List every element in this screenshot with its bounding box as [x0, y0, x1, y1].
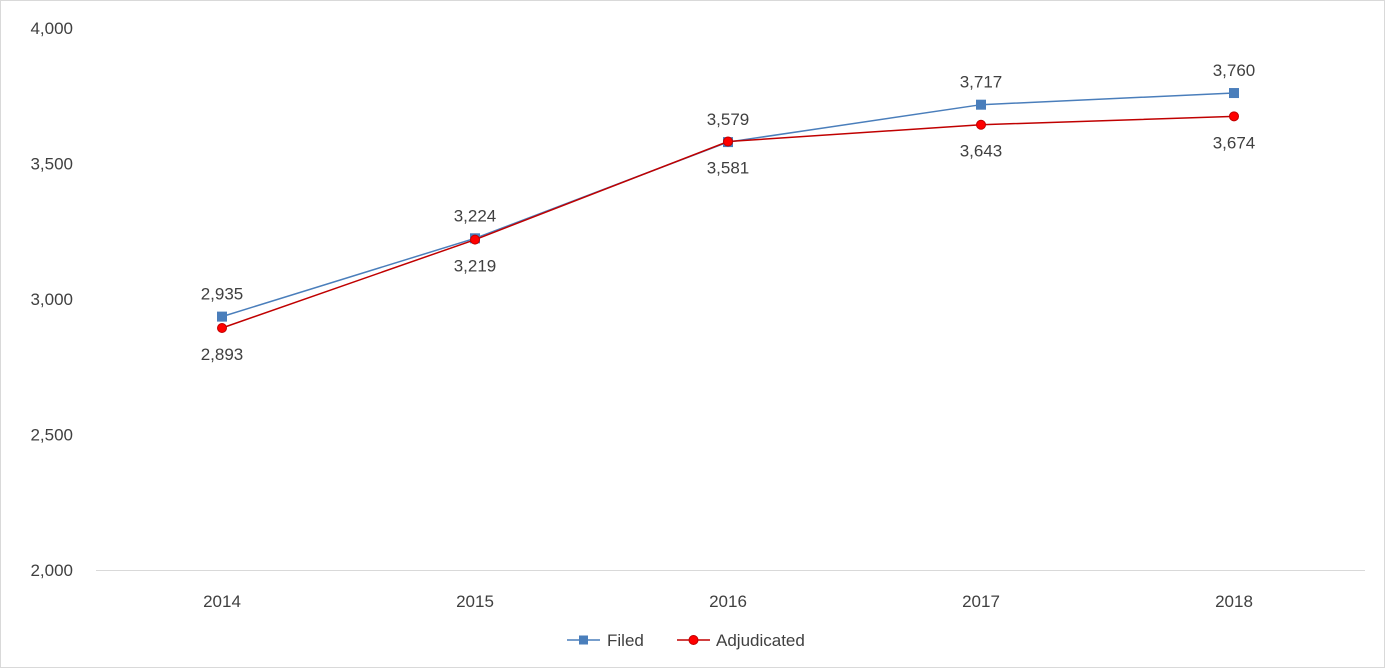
data-label-filed: 3,717 — [960, 73, 1003, 92]
legend-label: Adjudicated — [716, 631, 805, 650]
marker-adjudicated — [723, 136, 733, 147]
data-label-adjudicated: 3,674 — [1213, 133, 1256, 152]
data-label-adjudicated: 3,643 — [960, 142, 1003, 161]
marker-filed — [976, 99, 986, 110]
x-tick-label: 2016 — [709, 592, 747, 611]
y-tick-label: 2,000 — [30, 561, 73, 580]
x-tick-label: 2018 — [1215, 592, 1253, 611]
legend-item-filed: Filed — [567, 631, 644, 650]
y-tick-label: 4,000 — [30, 19, 73, 38]
y-tick-label: 3,500 — [30, 155, 73, 174]
x-tick-label: 2014 — [203, 592, 241, 611]
data-label-adjudicated: 3,219 — [454, 257, 497, 276]
axis-layer: 2,000 2,500 3,000 3,500 4,000 2014 2015 2016 201… — [30, 19, 1365, 611]
data-label-filed: 3,579 — [707, 110, 750, 129]
marker-filed — [1229, 88, 1239, 99]
data-label-filed: 3,760 — [1213, 61, 1256, 80]
marker-adjudicated — [976, 119, 986, 130]
data-label-adjudicated: 2,893 — [201, 345, 244, 364]
legend: Filed Adjudicated — [567, 631, 805, 650]
x-tick-label: 2015 — [456, 592, 494, 611]
y-tick-label: 3,000 — [30, 290, 73, 309]
marker-filed — [217, 311, 227, 322]
legend-label: Filed — [607, 631, 644, 650]
data-label-filed: 3,224 — [454, 206, 497, 225]
legend-marker-circle — [688, 635, 699, 645]
data-label-adjudicated: 3,581 — [707, 159, 750, 178]
legend-item-adjudicated: Adjudicated — [677, 631, 805, 650]
series-layer — [217, 88, 1239, 333]
data-label-layer: 2,935 3,224 3,579 3,717 3,760 2,893 3,219 3,581… — [201, 61, 1256, 364]
marker-adjudicated — [217, 322, 227, 333]
y-tick-label: 2,500 — [30, 426, 73, 445]
data-label-filed: 2,935 — [201, 285, 244, 304]
series-line-adjudicated — [221, 115, 1235, 329]
x-tick-label: 2017 — [962, 592, 1000, 611]
marker-adjudicated — [470, 234, 480, 245]
marker-adjudicated — [1229, 111, 1239, 122]
legend-marker-square — [579, 635, 588, 645]
